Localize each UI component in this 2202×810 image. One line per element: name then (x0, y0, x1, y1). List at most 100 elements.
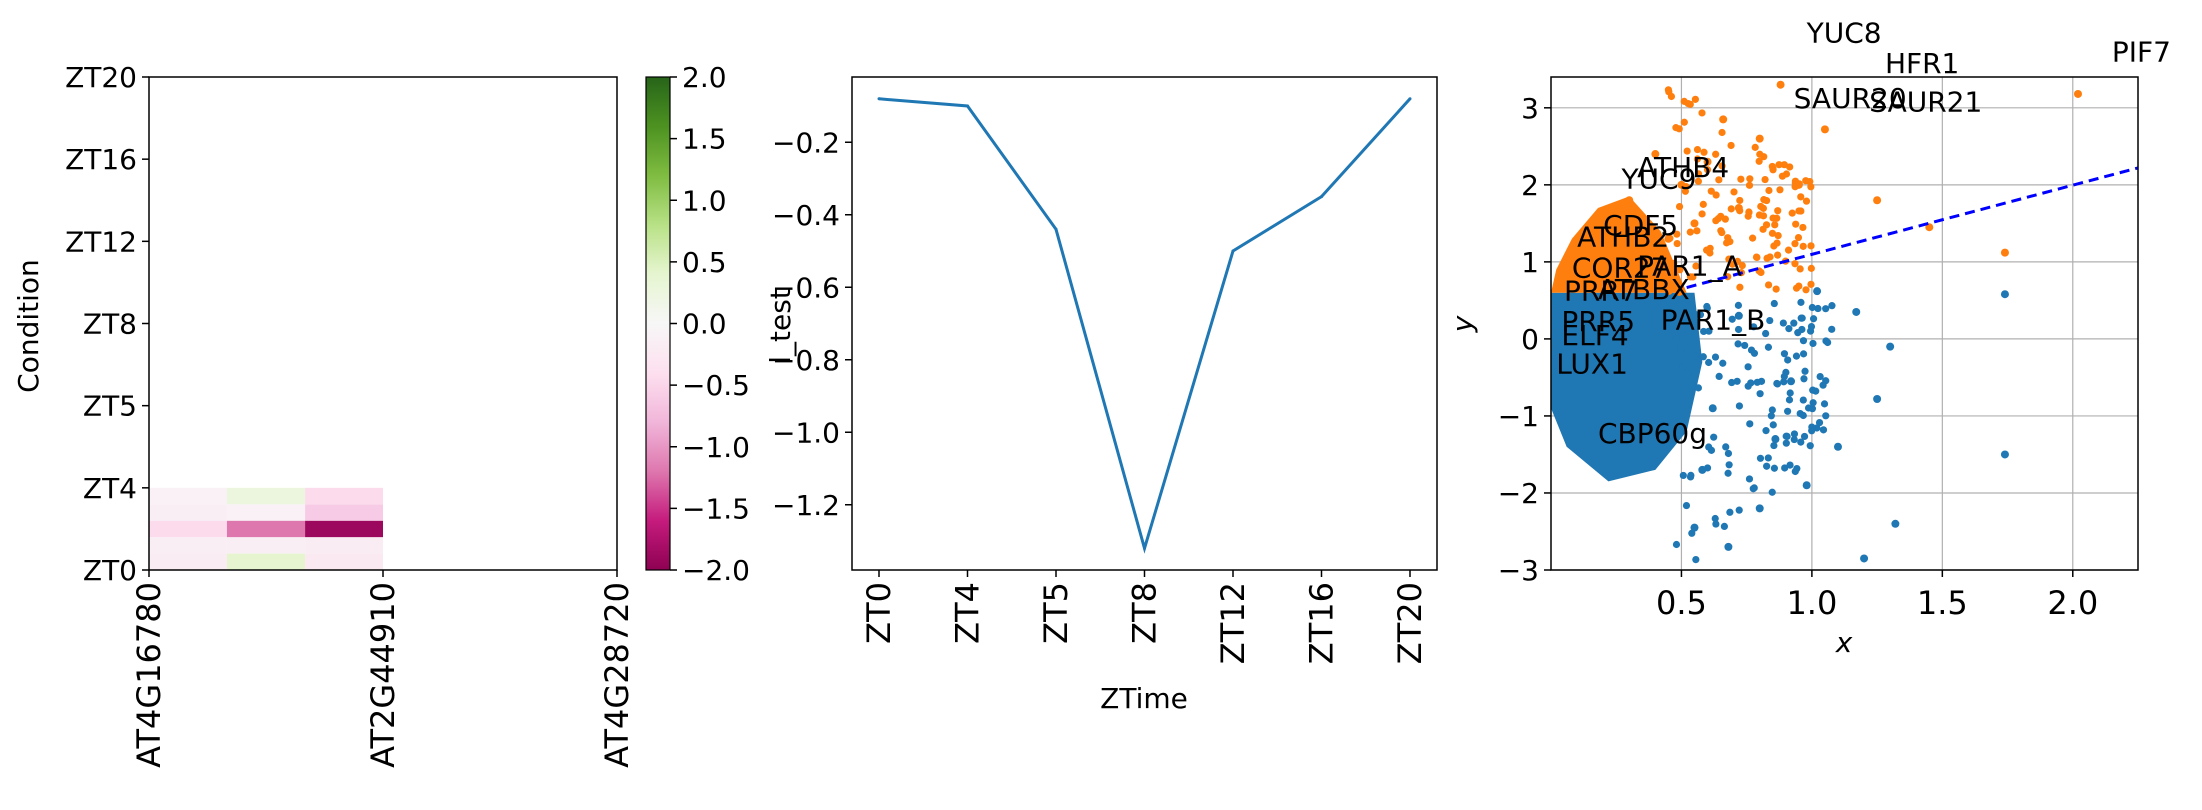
heatmap-y-tick-label: ZT16 (65, 143, 137, 176)
scatter-annotation: PRR5 (1561, 305, 1635, 338)
scatter-point-down (1694, 384, 1702, 392)
scatter-point-down (1780, 378, 1788, 386)
scatter-point-down (1681, 309, 1689, 317)
scatter-point-down (1785, 396, 1794, 404)
scatter-point-down (1686, 473, 1695, 481)
heatmap-cell (149, 553, 227, 570)
scatter-point-up (1670, 259, 1678, 267)
scatter-point-up (1689, 273, 1697, 281)
scatter-point-down (1720, 522, 1728, 530)
scatter-point-down (1782, 439, 1790, 447)
scatter-point-down (1812, 387, 1820, 395)
heatmap-cell (305, 553, 383, 570)
scatter-point-down (1705, 358, 1713, 367)
scatter-point-down (1728, 378, 1736, 387)
scatter-point-down (1822, 412, 1830, 420)
scatter-point-up (1736, 283, 1744, 291)
scatter-point-up (1698, 109, 1706, 117)
scatter-x-tick-label: 1.5 (1917, 584, 1968, 622)
scatter-point-up (1794, 180, 1803, 189)
scatter-point-down (1762, 329, 1770, 338)
scatter-point-down (1770, 441, 1778, 450)
heatmap-x-ticks: AT4G16780 AT2G44910 AT4G28720 (130, 570, 636, 768)
scatter-point-down (1791, 467, 1799, 476)
scatter-point-up (1782, 170, 1791, 178)
heatmap-x-tick-label: AT4G16780 (130, 582, 168, 768)
scatter-point-up (1676, 287, 1685, 295)
scatter-point-up (1744, 212, 1752, 220)
scatter-point-down (1682, 501, 1691, 510)
scatter-point-down (2000, 450, 2009, 459)
line-point (1320, 195, 1323, 199)
scatter-point-up (1802, 197, 1811, 205)
scatter-point-up (1718, 162, 1726, 170)
scatter-point-down (1753, 378, 1761, 386)
scatter-point-up (1698, 210, 1706, 218)
scatter-point-up (1792, 220, 1800, 228)
line-x-tick-label: ZT12 (1214, 582, 1252, 664)
scatter-annotation: PIF7 (2112, 36, 2171, 69)
heatmap-y-label: Condition (12, 259, 45, 393)
scatter-point-up (1791, 260, 1799, 268)
scatter-point-up (1727, 141, 1735, 150)
scatter-y-label: y (1446, 315, 1479, 333)
scatter-point-up (1802, 286, 1810, 294)
heatmap-cell (226, 504, 306, 521)
scatter-annotation: ATHB4 (1637, 151, 1729, 184)
scatter-point-down (1744, 363, 1752, 371)
scatter-point-down (1688, 381, 1696, 390)
scatter-point-down (1728, 315, 1736, 323)
scatter-point-up (1667, 92, 1676, 101)
line-x-label: ZTime (1100, 682, 1188, 715)
scatter-y-tick-label: −3 (1498, 554, 1539, 587)
scatter-point-down (1684, 370, 1692, 378)
scatter-point-up (1873, 196, 1882, 205)
heatmap-cell (305, 537, 383, 554)
heatmap-cell (305, 487, 383, 505)
scatter-point-down (1755, 504, 1764, 513)
scatter-point-up (1714, 215, 1722, 223)
scatter-point-up (1757, 268, 1765, 277)
scatter-point-down (1833, 442, 1842, 451)
scatter-point-up (1727, 205, 1735, 213)
heatmap-y-tick-label: ZT12 (65, 225, 137, 258)
scatter-point-down (1820, 400, 1829, 408)
scatter-annotation: ATHB2 (1577, 220, 1669, 253)
scatter-point-up (1724, 234, 1732, 242)
heatmap-cell (305, 520, 383, 538)
colorbar-tick-label: 1.0 (682, 184, 727, 217)
scatter-cloud-up (1551, 196, 1687, 293)
scatter-point-up (1791, 240, 1799, 248)
scatter-point-up (1773, 239, 1781, 247)
scatter-point-down (1852, 307, 1861, 316)
heatmap-cell (149, 537, 227, 554)
scatter-cloud-down (1551, 292, 1703, 482)
scatter-point-up (2000, 248, 2009, 257)
scatter-point-up (1680, 97, 1688, 105)
line-y-label: l_test (764, 288, 797, 364)
scatter-point-down (1798, 314, 1806, 322)
scatter-point-down (1819, 426, 1828, 434)
scatter-annotation: ELF4 (1561, 319, 1628, 352)
scatter-point-up (1756, 150, 1764, 158)
scatter-point-up (1751, 143, 1759, 151)
scatter-point-up (1664, 234, 1673, 243)
scatter-point-up (1707, 187, 1715, 195)
scatter-point-up (1746, 175, 1754, 183)
scatter-point-down (1891, 519, 1900, 528)
scatter-point-down (1724, 542, 1733, 551)
scatter-point-up (1680, 118, 1688, 126)
scatter-point-down (1724, 469, 1732, 477)
heatmap-cell (149, 487, 227, 505)
scatter-annotation: PAR1_A (1637, 250, 1742, 283)
line-x-tick-label: ZT0 (860, 582, 898, 644)
line-y-tick-label: −0.6 (772, 271, 840, 304)
line-point (966, 104, 969, 108)
scatter-point-up (1692, 262, 1700, 270)
scatter-y-tick-label: 0 (1521, 323, 1539, 356)
line-y-ticks: −1.2 −1.0 −0.8 −0.6 −0.4 −0.2 (772, 126, 852, 522)
scatter-point-up (1784, 246, 1793, 254)
scatter-point-up (1764, 281, 1773, 289)
scatter-point-up (1768, 229, 1777, 237)
